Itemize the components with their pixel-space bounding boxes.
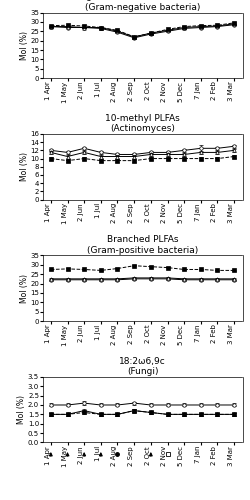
Y-axis label: Mol (%): Mol (%) (18, 395, 26, 424)
Title: 10-methyl PLFAs
(Actinomyces): 10-methyl PLFAs (Actinomyces) (105, 114, 180, 133)
Title: 18:2ω6,9c
(Fungi): 18:2ω6,9c (Fungi) (119, 356, 166, 376)
Y-axis label: Mol (%): Mol (%) (20, 152, 29, 182)
Title: Straight, mono-unsaturated PLFAs
(Gram-negative bacteria): Straight, mono-unsaturated PLFAs (Gram-n… (65, 0, 220, 12)
Y-axis label: Mol (%): Mol (%) (20, 274, 29, 302)
Y-axis label: Mol (%): Mol (%) (20, 31, 29, 60)
Title: Branched PLFAs
(Gram-positive bacteria): Branched PLFAs (Gram-positive bacteria) (87, 235, 198, 255)
